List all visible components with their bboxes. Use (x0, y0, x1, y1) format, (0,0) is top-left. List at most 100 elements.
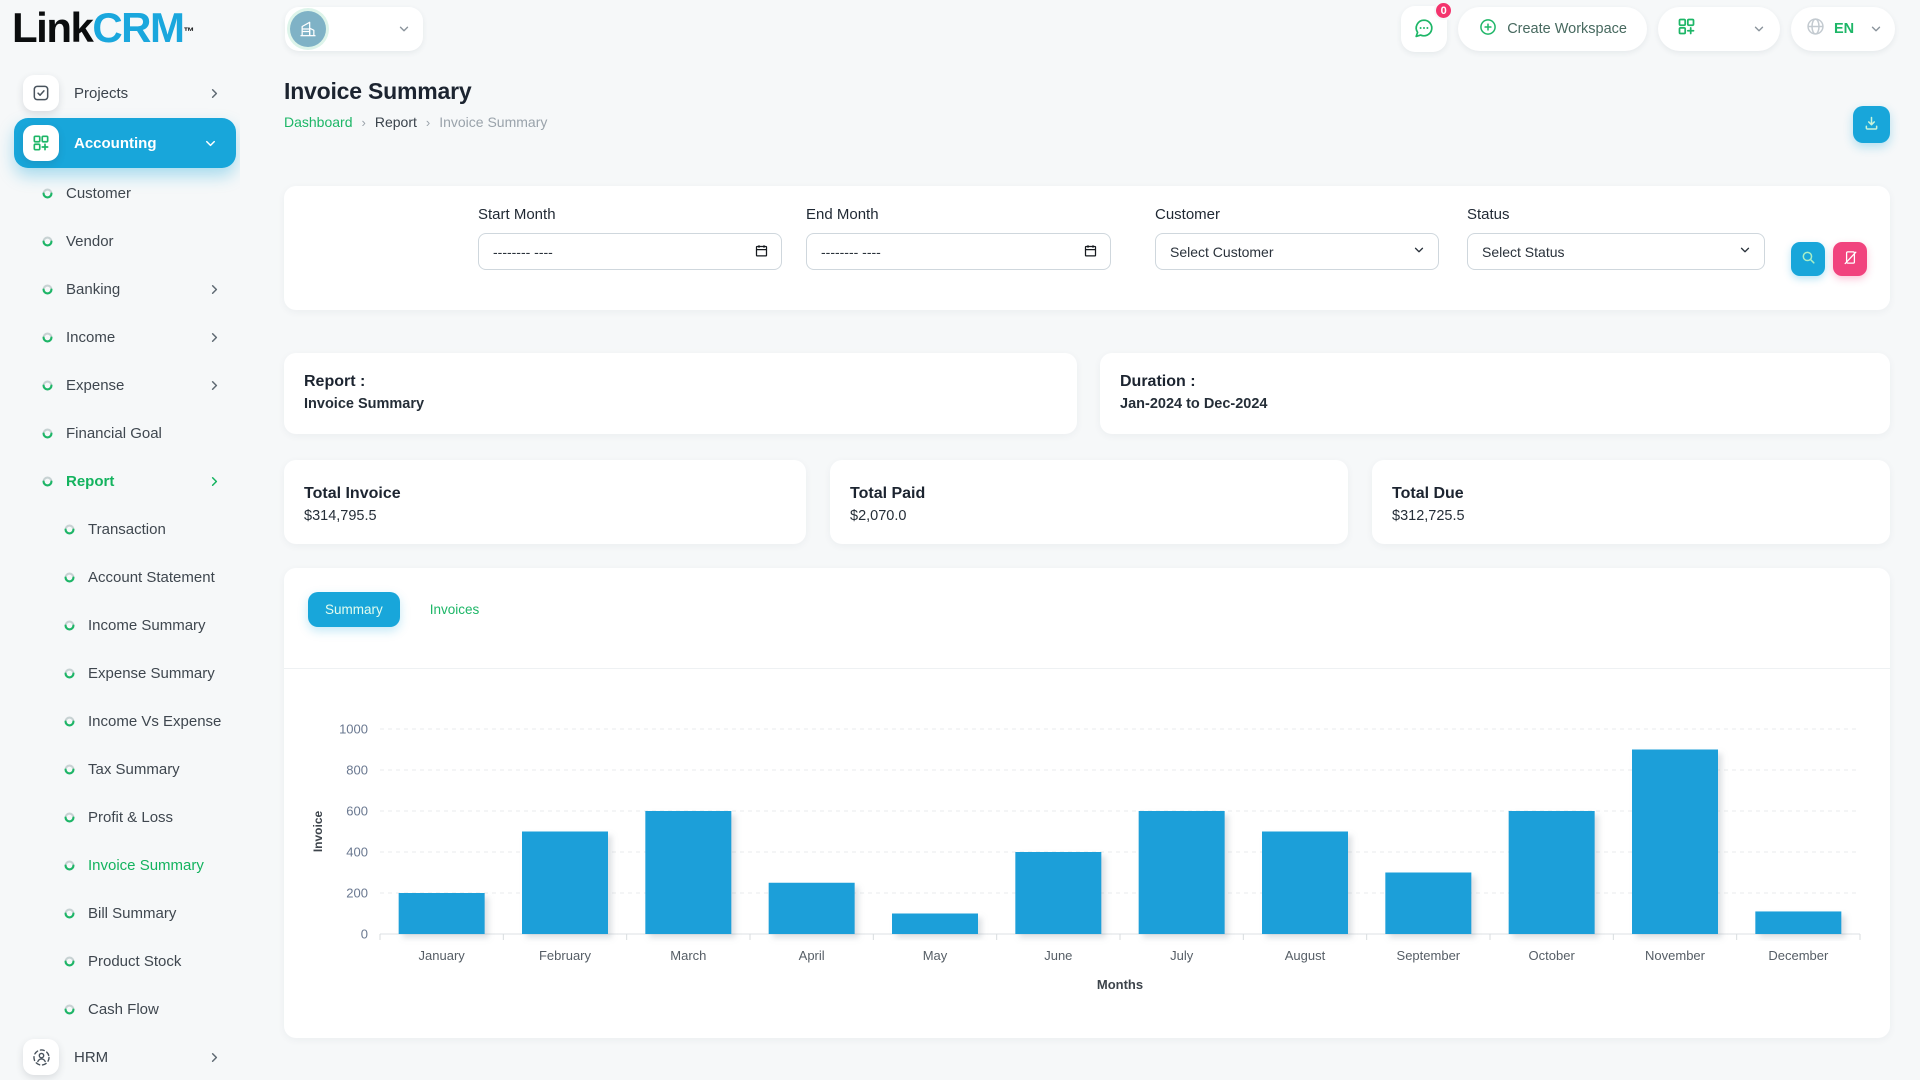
total-invoice-value: $314,795.5 (304, 508, 377, 524)
chevron-right-icon (207, 86, 222, 101)
create-workspace-button[interactable]: Create Workspace (1458, 7, 1647, 51)
svg-text:April: April (799, 948, 825, 963)
sidebar-item-label: Income Summary (88, 616, 206, 634)
customer-select[interactable]: Select Customer (1155, 233, 1439, 270)
sidebar-item-income-summary[interactable]: Income Summary (0, 601, 240, 649)
bullet-icon (64, 812, 75, 823)
svg-text:February: February (539, 948, 592, 963)
reset-filter-button[interactable] (1833, 242, 1867, 276)
bullet-icon (42, 332, 53, 343)
sidebar-item-income-vs-expense[interactable]: Income Vs Expense (0, 697, 240, 745)
sidebar-item-label: Banking (66, 280, 121, 298)
status-select[interactable]: Select Status (1467, 233, 1765, 270)
download-button[interactable] (1853, 106, 1890, 143)
status-label: Status (1467, 206, 1510, 223)
sidebar-item-label: Income (66, 328, 116, 346)
bullet-icon (64, 524, 75, 535)
chevron-right-icon (207, 474, 222, 489)
sidebar-item-expense-summary[interactable]: Expense Summary (0, 649, 240, 697)
brand-word-dark: Link (12, 4, 94, 51)
duration-value: Jan-2024 to Dec-2024 (1120, 396, 1268, 412)
sidebar-item-tax-summary[interactable]: Tax Summary (0, 745, 240, 793)
total-due-label: Total Due (1392, 485, 1464, 502)
messages-button[interactable]: 0 (1401, 1, 1454, 52)
total-invoice-card: Total Invoice $314,795.5 (284, 460, 806, 544)
sidebar-item-report[interactable]: Report (0, 457, 240, 505)
chevron-right-icon (207, 378, 222, 393)
sidebar-item-banking[interactable]: Banking (0, 265, 240, 313)
filter-card: Start Month -------- ---- End Month ----… (284, 186, 1890, 310)
svg-text:May: May (923, 948, 948, 963)
breadcrumb-dashboard[interactable]: Dashboard (284, 114, 353, 130)
sidebar-item-customer[interactable]: Customer (0, 169, 240, 217)
total-paid-label: Total Paid (850, 485, 926, 502)
download-icon (1862, 114, 1881, 136)
breadcrumb-report[interactable]: Report (374, 114, 417, 130)
calendar-icon (1083, 243, 1098, 261)
sidebar-item-accounting[interactable]: Accounting (14, 118, 236, 168)
total-due-value: $312,725.5 (1392, 508, 1465, 524)
workspace-selector[interactable] (285, 7, 423, 51)
sidebar-item-bill-summary[interactable]: Bill Summary (0, 889, 240, 937)
sidebar-item-vendor[interactable]: Vendor (0, 217, 240, 265)
sidebar-item-label: Cash Flow (88, 1000, 159, 1018)
svg-text:200: 200 (346, 886, 368, 901)
sidebar-item-hrm[interactable]: HRM (0, 1033, 240, 1080)
sidebar-item-expense[interactable]: Expense (0, 361, 240, 409)
svg-text:Invoice: Invoice (311, 811, 325, 853)
svg-text:0: 0 (361, 927, 368, 942)
chevron-down-icon (1752, 22, 1766, 36)
sidebar-item-account-statement[interactable]: Account Statement (0, 553, 240, 601)
sidebar-item-income[interactable]: Income (0, 313, 240, 361)
sidebar-item-invoice-summary[interactable]: Invoice Summary (0, 841, 240, 889)
end-month-input[interactable]: -------- ---- (806, 233, 1111, 270)
bullet-icon (64, 668, 75, 679)
chevron-down-icon (1869, 22, 1883, 36)
sidebar-item-financial-goal[interactable]: Financial Goal (0, 409, 240, 457)
breadcrumb-current: Invoice Summary (439, 114, 548, 130)
breadcrumb-separator: › (425, 114, 431, 130)
sidebar-item-label: Customer (66, 184, 132, 202)
sidebar-item-label: Invoice Summary (88, 856, 204, 874)
workspace-building-icon (290, 11, 326, 47)
total-paid-card: Total Paid $2,070.0 (830, 460, 1348, 544)
brand-logo[interactable]: Link CRM ™ (0, 0, 195, 58)
sidebar-item-profit-loss[interactable]: Profit & Loss (0, 793, 240, 841)
clear-filter-icon (1842, 249, 1859, 269)
end-month-placeholder: -------- ---- (821, 243, 881, 260)
breadcrumb-separator: › (361, 114, 366, 130)
bullet-icon (64, 908, 75, 919)
hrm-icon (23, 1039, 59, 1075)
chart-tabs: Summary Invoices (308, 592, 479, 627)
start-month-field: Start Month -------- ---- (478, 206, 782, 270)
sidebar-item-cash-flow[interactable]: Cash Flow (0, 985, 240, 1033)
sidebar-item-transaction[interactable]: Transaction (0, 505, 240, 553)
total-invoice-label: Total Invoice (304, 485, 401, 502)
chevron-down-icon (397, 22, 411, 36)
sidebar-item-product-stock[interactable]: Product Stock (0, 937, 240, 985)
invoice-bar-chart: 0 200 400 600 800 1000 January February March Apr… (284, 696, 1890, 1016)
apply-filter-button[interactable] (1791, 242, 1825, 276)
tab-summary[interactable]: Summary (308, 592, 400, 627)
apps-dropdown[interactable] (1658, 7, 1780, 51)
top-header: Link CRM ™ 0 Create Workspace (0, 0, 1920, 58)
calendar-icon (754, 243, 769, 261)
tab-invoices[interactable]: Invoices (430, 592, 480, 627)
status-select-value: Select Status (1482, 243, 1565, 260)
sidebar-item-projects[interactable]: Projects (0, 69, 240, 117)
bullet-icon (64, 764, 75, 775)
total-paid-value: $2,070.0 (850, 508, 907, 524)
main-content: Invoice Summary Dashboard › Report › Inv… (284, 78, 1890, 1058)
grid-plus-icon (1676, 16, 1697, 42)
svg-text:600: 600 (346, 804, 368, 819)
sidebar-item-label: Report (66, 472, 115, 490)
trademark-symbol: ™ (183, 26, 195, 38)
svg-text:400: 400 (346, 845, 368, 860)
end-month-label: End Month (806, 206, 879, 223)
start-month-input[interactable]: -------- ---- (478, 233, 782, 270)
language-selector[interactable]: EN (1791, 7, 1895, 51)
end-month-field: End Month -------- ---- (806, 206, 1111, 270)
bar-chart-svg: 0 200 400 600 800 1000 January February March Apr… (311, 722, 1861, 992)
customer-label: Customer (1155, 206, 1221, 223)
